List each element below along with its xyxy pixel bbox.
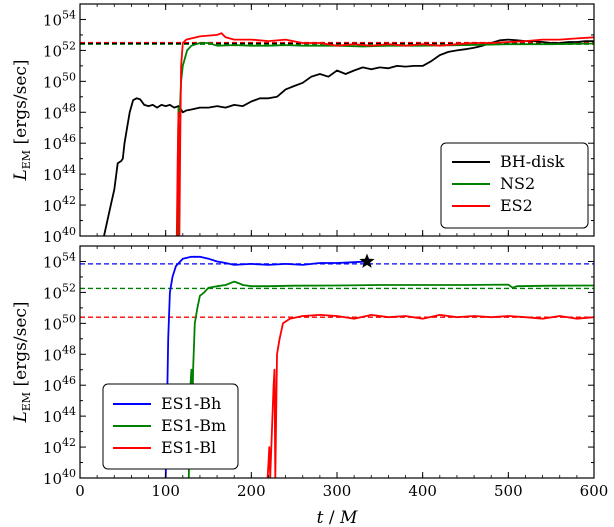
bottom-panel: 0 100 200 300 400 500 600 1040 1042 1044 1046 1048 1… [11, 245, 609, 527]
top-legend: BH-disk NS2 ES2 [440, 142, 589, 229]
legend-label: NS2 [500, 174, 535, 193]
y-tick-label: 1054 [43, 8, 76, 29]
y-tick-label: 1040 [43, 467, 76, 488]
y-tick-label: 1044 [43, 405, 76, 426]
y-tick-label: 1046 [43, 132, 76, 153]
top-panel: 1040 1042 1044 1046 1048 1050 1052 1054 LEM [er… [11, 3, 595, 246]
x-tick-label: 400 [408, 482, 437, 500]
legend-label: BH-disk [500, 152, 565, 171]
x-tick-label: 200 [237, 482, 266, 500]
series-line-es1-bm [187, 280, 594, 478]
y-tick-label: 1042 [43, 436, 76, 457]
x-tick-label: 0 [75, 482, 85, 500]
top-plot-frame [79, 3, 595, 237]
y-tick-label: 1050 [43, 70, 76, 91]
y-tick-label: 1040 [43, 225, 76, 246]
y-tick-label: 1044 [43, 163, 76, 184]
bottom-reference-lines [80, 263, 594, 318]
y-tick-label: 1048 [43, 101, 76, 122]
y-tick-label: 1050 [43, 312, 76, 333]
x-tick-label: 100 [151, 482, 180, 500]
y-tick-label: 1046 [43, 374, 76, 395]
top-y-axis-title: LEM [ergs/sec] [11, 59, 33, 181]
legend-label: ES1-Bl [161, 438, 216, 457]
y-tick-label: 1042 [43, 194, 76, 215]
top-axis-ticks: 1040 1042 1044 1046 1048 1050 1052 1054 [43, 3, 595, 246]
bottom-plot-frame [79, 245, 595, 479]
legend-label: ES2 [500, 196, 533, 215]
y-tick-label: 1048 [43, 343, 76, 364]
x-tick-label: 300 [323, 482, 352, 500]
series-line-es2 [175, 32, 594, 236]
legend-label: ES1-Bh [161, 394, 221, 413]
top-series-lines [103, 32, 594, 236]
bottom-y-axis-title: LEM [ergs/sec] [11, 301, 33, 423]
y-tick-label: 1052 [43, 281, 76, 302]
series-line-es1-bh [164, 255, 368, 478]
y-tick-label: 1052 [43, 39, 76, 60]
y-tick-label: 1054 [43, 250, 76, 271]
x-axis-title: t / M [317, 508, 358, 527]
x-tick-label: 600 [580, 482, 609, 500]
bottom-legend-entries: ES1-Bh ES1-Bm ES1-Bl [113, 394, 226, 457]
star-marker [359, 253, 375, 268]
top-legend-entries: BH-disk NS2 ES2 [452, 152, 565, 215]
series-line-es1-bl [266, 314, 594, 478]
bottom-legend: ES1-Bh ES1-Bm ES1-Bl [102, 383, 239, 470]
x-tick-label: 500 [494, 482, 523, 500]
bottom-axis-ticks: 0 100 200 300 400 500 600 1040 1042 1044 1046 1048 1… [43, 245, 609, 500]
legend-label: ES1-Bm [161, 416, 226, 435]
